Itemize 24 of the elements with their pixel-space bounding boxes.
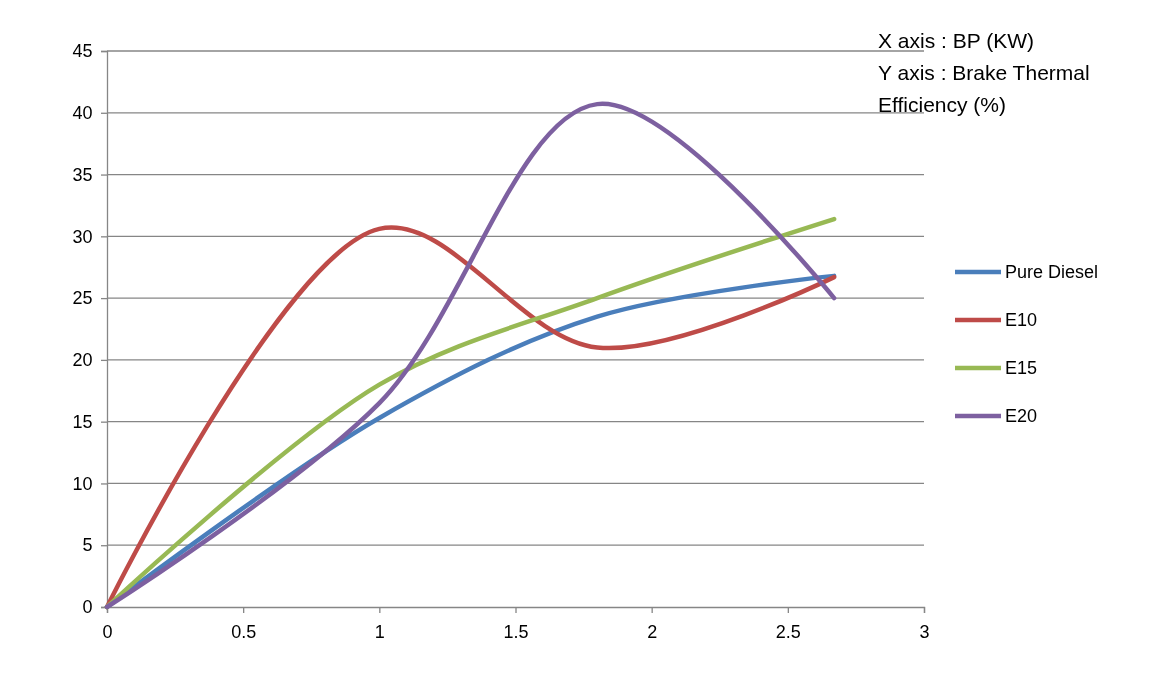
x-tick-label: 0 <box>102 621 113 642</box>
x-tick-label: 1 <box>374 621 385 642</box>
annotation: Y axis : Brake Thermal Efficiency (%) <box>878 61 1090 116</box>
x-tick-label: 3 <box>919 621 930 642</box>
legend-label: Pure Diesel <box>1005 262 1099 282</box>
legend-label: E20 <box>1005 406 1038 426</box>
y-tick-label: 45 <box>72 41 93 62</box>
y-tick-label: 35 <box>72 164 93 185</box>
y-tick-label: 5 <box>82 535 93 556</box>
x-tick-label: 2 <box>647 621 658 642</box>
line-series <box>104 101 837 610</box>
y-tick-label: 40 <box>72 103 93 124</box>
y-tick-label: 0 <box>82 597 93 618</box>
x-tick-label: 2.5 <box>775 621 801 642</box>
legend-label: E15 <box>1005 358 1038 378</box>
legend-label: E10 <box>1005 310 1038 330</box>
y-tick-label: 15 <box>72 411 93 432</box>
annotation: X axis : BP (KW) <box>878 29 1034 52</box>
y-tick-label: 30 <box>72 226 93 247</box>
x-tick-label: 1.5 <box>503 621 529 642</box>
y-tick-label: 25 <box>72 288 93 309</box>
y-tick-label: 10 <box>72 473 93 494</box>
y-tick-label: 20 <box>72 350 93 371</box>
x-tick-label: 0.5 <box>231 621 257 642</box>
